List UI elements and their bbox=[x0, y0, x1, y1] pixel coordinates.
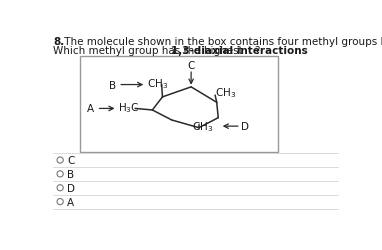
Text: Which methyl group has the highest: Which methyl group has the highest bbox=[53, 46, 246, 56]
Text: C: C bbox=[67, 156, 74, 165]
Text: D: D bbox=[241, 122, 249, 132]
Text: B: B bbox=[67, 169, 74, 179]
Text: D: D bbox=[67, 183, 75, 193]
Text: A: A bbox=[67, 197, 74, 207]
Bar bbox=[80, 57, 278, 153]
Text: H$_3$C: H$_3$C bbox=[118, 100, 140, 114]
Text: B: B bbox=[108, 80, 116, 90]
Text: 8.: 8. bbox=[53, 37, 65, 47]
Text: C: C bbox=[188, 60, 195, 70]
Text: ?: ? bbox=[255, 46, 260, 56]
Circle shape bbox=[57, 171, 63, 177]
Text: CH$_3$: CH$_3$ bbox=[215, 86, 236, 100]
Text: CH$_3$: CH$_3$ bbox=[147, 77, 168, 90]
Circle shape bbox=[57, 157, 63, 164]
Text: A: A bbox=[87, 104, 94, 114]
Circle shape bbox=[57, 199, 63, 205]
Circle shape bbox=[57, 185, 63, 191]
Text: CH$_3$: CH$_3$ bbox=[192, 120, 213, 134]
Text: 1,3-diaxial interactions: 1,3-diaxial interactions bbox=[171, 46, 308, 56]
Text: The molecule shown in the box contains four methyl groups labeled A, B, C, and D: The molecule shown in the box contains f… bbox=[61, 37, 382, 47]
